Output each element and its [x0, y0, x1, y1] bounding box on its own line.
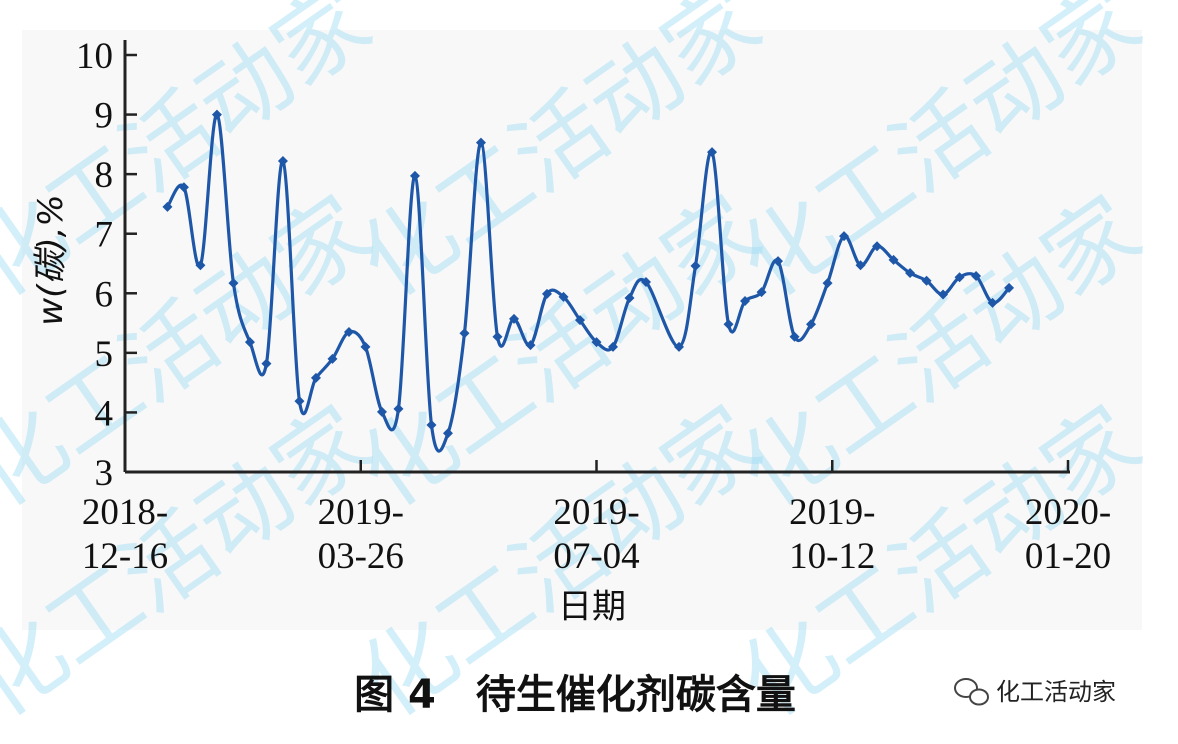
x-axis-title: 日期 — [558, 587, 626, 627]
data-point — [541, 288, 552, 299]
brand-name: 化工活动家 — [996, 678, 1116, 706]
y-tick-label: 4 — [95, 393, 114, 434]
data-point — [343, 327, 354, 338]
data-point — [905, 268, 916, 279]
x-tick-label: 2019-10-12 — [789, 492, 875, 577]
data-point — [608, 341, 619, 352]
data-point — [261, 358, 272, 369]
data-point — [773, 256, 784, 267]
y-tick-label: 6 — [95, 274, 114, 315]
data-point — [987, 297, 998, 308]
data-point — [888, 254, 899, 265]
data-point — [624, 293, 635, 304]
data-point — [872, 241, 883, 252]
data-point — [641, 276, 652, 287]
data-point — [442, 428, 453, 439]
data-point — [459, 328, 470, 339]
data-point — [327, 353, 338, 364]
data-point — [690, 260, 701, 271]
x-tick-label: 2020-01-20 — [1025, 492, 1111, 577]
data-point — [393, 403, 404, 414]
data-point — [376, 406, 387, 417]
data-point — [855, 260, 866, 271]
data-point — [211, 109, 222, 120]
data-point — [789, 331, 800, 342]
y-axis-title: w(碳),% — [31, 194, 71, 325]
data-point — [591, 337, 602, 348]
data-point — [360, 341, 371, 352]
data-point — [508, 313, 519, 324]
y-tick-label: 5 — [95, 334, 114, 375]
x-tick-label: 2019-03-26 — [318, 492, 404, 577]
data-point — [294, 396, 305, 407]
data-point — [195, 260, 206, 271]
figure-caption: 图 4 待生催化剂碳含量 — [354, 672, 796, 718]
wechat-icon — [954, 678, 989, 706]
data-point — [228, 278, 239, 289]
data-point — [674, 341, 685, 352]
x-tick-label: 2019-07-04 — [553, 492, 639, 577]
data-point — [426, 419, 437, 430]
data-point — [178, 182, 189, 193]
data-point — [707, 147, 718, 158]
data-point — [921, 275, 932, 286]
data-point — [822, 278, 833, 289]
y-tick-label: 9 — [95, 96, 114, 137]
data-point — [409, 170, 420, 181]
data-point — [558, 291, 569, 302]
data-point — [1004, 282, 1015, 293]
y-tick-label: 8 — [95, 155, 114, 196]
y-tick-label: 10 — [76, 36, 113, 77]
data-point — [740, 296, 751, 307]
data-point — [954, 272, 965, 283]
data-point — [162, 201, 173, 212]
y-tick-label: 7 — [95, 215, 114, 256]
data-point — [475, 137, 486, 148]
plot-background — [22, 30, 1142, 630]
y-tick-label: 3 — [95, 453, 114, 494]
x-tick-label: 2018-12-16 — [82, 492, 168, 577]
data-point — [806, 319, 817, 330]
data-point — [756, 287, 767, 298]
data-point — [525, 340, 536, 351]
data-point — [938, 289, 949, 300]
data-point — [723, 319, 734, 330]
data-point — [310, 372, 321, 383]
data-point — [574, 315, 585, 326]
data-point — [492, 331, 503, 342]
data-point — [839, 231, 850, 242]
data-point — [244, 337, 255, 348]
data-point — [971, 271, 982, 282]
data-point — [277, 156, 288, 167]
